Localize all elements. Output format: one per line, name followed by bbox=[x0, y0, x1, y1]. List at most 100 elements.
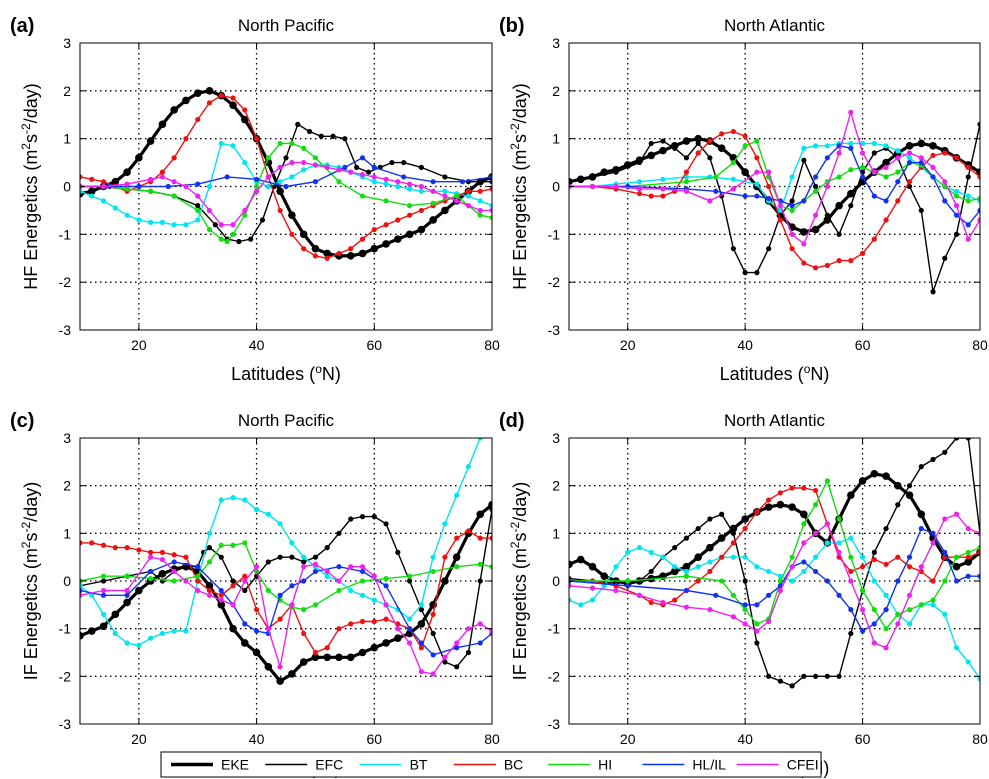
data-point-CFEI bbox=[183, 578, 189, 584]
data-point-CFEI bbox=[801, 540, 807, 546]
series-line-HI bbox=[80, 542, 492, 611]
data-point-HL/IL bbox=[336, 564, 342, 570]
x-tick-label: 20 bbox=[131, 731, 147, 747]
data-point-BT bbox=[159, 219, 165, 225]
x-tick-label: 40 bbox=[249, 337, 265, 353]
data-point-HI bbox=[489, 564, 492, 570]
data-point-HL/IL bbox=[253, 628, 260, 634]
data-point-EKE bbox=[835, 201, 843, 210]
data-point-EKE bbox=[288, 211, 296, 219]
data-point-EFC bbox=[183, 564, 189, 570]
data-point-EFC bbox=[636, 159, 643, 166]
data-point-BC bbox=[895, 554, 901, 560]
data-point-BC bbox=[883, 217, 889, 223]
data-point-BC bbox=[489, 535, 492, 541]
data-point-EKE bbox=[217, 601, 226, 609]
data-point-CFEI bbox=[836, 150, 842, 156]
data-point-BC bbox=[312, 649, 319, 656]
data-point-BC bbox=[253, 607, 260, 613]
data-point-EFC bbox=[977, 121, 980, 127]
data-point-BC bbox=[613, 583, 619, 589]
data-point-HI bbox=[930, 597, 936, 603]
data-point-HL/IL bbox=[218, 587, 224, 594]
data-point-EFC bbox=[306, 128, 313, 135]
data-point-HL/IL bbox=[742, 193, 748, 199]
data-point-BT bbox=[418, 188, 424, 194]
data-point-HL/IL bbox=[80, 587, 83, 594]
x-tick-label: 80 bbox=[484, 337, 500, 353]
data-point-BC bbox=[672, 597, 678, 603]
data-point-CFEI bbox=[383, 176, 389, 182]
data-point-CFEI bbox=[430, 671, 436, 677]
data-point-EFC bbox=[695, 525, 701, 532]
data-point-EKE bbox=[405, 230, 414, 239]
data-point-HL/IL bbox=[883, 607, 889, 613]
panel-title: North Pacific bbox=[238, 411, 335, 430]
data-point-BC bbox=[766, 183, 772, 190]
data-point-CFEI bbox=[742, 621, 748, 627]
data-point-EKE bbox=[800, 228, 808, 236]
data-point-HI bbox=[754, 138, 760, 144]
data-point-HI bbox=[895, 169, 901, 175]
data-point-HL/IL bbox=[824, 578, 830, 584]
data-point-BC bbox=[183, 136, 189, 142]
data-point-HL/IL bbox=[859, 628, 866, 634]
data-point-HL/IL bbox=[625, 583, 631, 589]
data-point-BT bbox=[183, 628, 189, 634]
data-point-EKE bbox=[205, 581, 214, 590]
data-point-HI bbox=[100, 573, 107, 579]
data-point-EKE bbox=[488, 500, 492, 509]
data-point-EKE bbox=[288, 670, 296, 678]
data-point-EKE bbox=[882, 158, 890, 167]
y-tick-label: 1 bbox=[552, 525, 560, 541]
data-point-HI bbox=[407, 573, 413, 579]
data-point-CFEI bbox=[859, 150, 866, 156]
data-point-BT bbox=[683, 568, 690, 575]
data-point-BC bbox=[407, 212, 413, 218]
data-point-EFC bbox=[195, 203, 201, 209]
data-point-EKE bbox=[905, 142, 914, 150]
data-point-BC bbox=[836, 258, 842, 264]
data-point-BT bbox=[301, 167, 307, 173]
data-point-BT bbox=[871, 578, 877, 584]
data-point-CFEI bbox=[80, 592, 83, 598]
data-point-BT bbox=[407, 186, 413, 192]
data-point-EKE bbox=[394, 634, 402, 642]
x-tick-label: 60 bbox=[366, 337, 382, 353]
data-point-CFEI bbox=[418, 668, 424, 675]
data-point-HI bbox=[789, 554, 795, 560]
data-point-EFC bbox=[906, 483, 913, 489]
data-point-BT bbox=[218, 140, 224, 147]
x-tick-label: 40 bbox=[737, 731, 753, 747]
data-point-BT bbox=[218, 497, 224, 503]
data-point-HL/IL bbox=[359, 155, 366, 161]
data-point-EKE bbox=[441, 577, 449, 585]
data-point-BC bbox=[695, 150, 701, 156]
data-point-BC bbox=[777, 490, 783, 496]
data-point-HL/IL bbox=[801, 198, 807, 204]
data-point-CFEI bbox=[195, 587, 201, 594]
data-point-BT bbox=[371, 597, 377, 603]
data-point-HI bbox=[171, 578, 177, 584]
data-point-EFC bbox=[930, 289, 936, 295]
data-point-BT bbox=[906, 155, 913, 161]
data-point-HI bbox=[265, 155, 271, 161]
legend-label: EKE bbox=[221, 757, 249, 773]
data-point-HI bbox=[813, 502, 819, 508]
data-point-CFEI bbox=[159, 174, 165, 180]
y-tick-label: -2 bbox=[548, 274, 561, 290]
data-point-BT bbox=[848, 140, 854, 147]
data-point-CFEI bbox=[683, 604, 690, 610]
y-tick-label: -2 bbox=[548, 668, 561, 684]
data-point-CFEI bbox=[965, 236, 971, 242]
data-point-HL/IL bbox=[813, 174, 819, 180]
series-line-HL/IL bbox=[569, 527, 980, 632]
data-point-EKE bbox=[441, 206, 449, 215]
data-point-CFEI bbox=[848, 578, 854, 584]
panel-title: North Pacific bbox=[238, 16, 335, 35]
series-group bbox=[80, 87, 492, 261]
data-point-HI bbox=[407, 203, 413, 209]
data-point-EFC bbox=[430, 630, 436, 637]
data-point-BT bbox=[206, 183, 213, 190]
data-point-BT bbox=[277, 521, 283, 527]
